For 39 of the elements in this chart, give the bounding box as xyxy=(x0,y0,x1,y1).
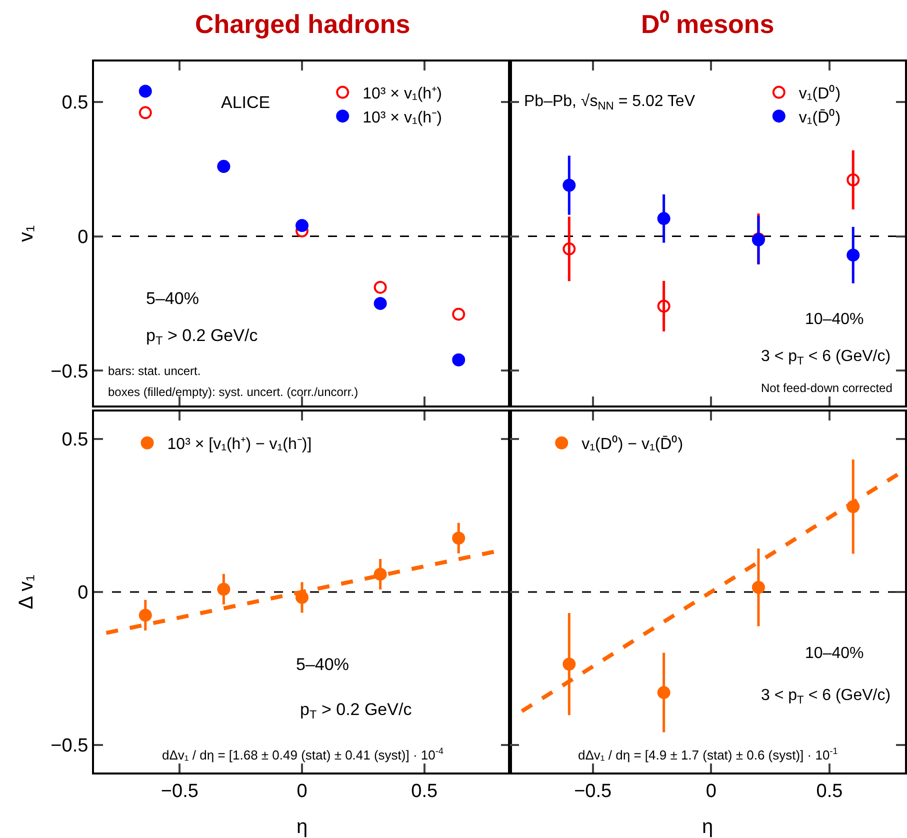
legend-label: 10³ × v₁(h⁺) xyxy=(362,86,442,103)
x-axis-title: η xyxy=(296,816,308,838)
annotation: 3 < p$_{T}$ < 6 (GeV/c) xyxy=(761,687,891,706)
annotation: boxes (filled/empty): syst. uncert. (corr./uncorr.) xyxy=(108,385,358,399)
annotation: bars: stat. uncert. xyxy=(108,364,201,378)
x-axis-title: η xyxy=(702,816,714,838)
legend-label: v₁(D⁰) − v₁(D̄⁰) xyxy=(582,435,684,454)
y-tick-label: 0 xyxy=(78,226,88,248)
y-tick-label: −0.5 xyxy=(50,361,88,382)
chart-title: D⁰ mesons xyxy=(641,9,774,39)
y-axis-title: v₁ xyxy=(16,224,38,242)
annotation: dΔv₁ / dη = [4.9 ± 1.7 (stat) ± 0.6 (syst)] · 10$^{-1}$ xyxy=(578,746,838,762)
annotation: Not feed-down corrected xyxy=(761,381,892,395)
x-tick-label: −0.5 xyxy=(160,781,198,802)
chart-title: Charged hadrons xyxy=(195,9,410,39)
annotation: 5–40% xyxy=(296,655,349,674)
y-tick-label: −0.5 xyxy=(50,735,88,756)
annotation: 10–40% xyxy=(805,311,864,328)
annotation: dΔv₁ / dη = [1.68 ± 0.49 (stat) ± 0.41 (syst)] · 10$^{-4}$ xyxy=(162,746,444,762)
annotation: 3 < p$_{T}$ < 6 (GeV/c) xyxy=(761,348,891,368)
legend-label: v₁(D̄⁰) xyxy=(798,108,841,126)
x-tick-label: 0.5 xyxy=(411,781,438,802)
y-tick-label: 0.5 xyxy=(62,430,88,451)
annotation: p$_{T}$ > 0.2 GeV/c xyxy=(146,326,258,348)
x-tick-label: 0.5 xyxy=(816,781,843,802)
annotation: Pb–Pb, √s$_{NN}$ = 5.02 TeV xyxy=(524,93,696,112)
y-tick-label: 0.5 xyxy=(62,92,88,114)
annotation: 5–40% xyxy=(146,289,199,308)
x-tick-label: −0.5 xyxy=(574,781,612,802)
annotation: 10–40% xyxy=(805,645,864,662)
x-tick-label: 0 xyxy=(296,781,308,802)
legend-label: 10³ × [v₁(h⁺) − v₁(h⁻)] xyxy=(167,436,312,454)
annotation: p$_{T}$ > 0.2 GeV/c xyxy=(300,700,412,722)
legend-label: v₁(D⁰) xyxy=(798,84,841,103)
x-tick-label: 0 xyxy=(706,781,716,802)
y-tick-label: 0 xyxy=(78,582,88,604)
legend-label: 10³ × v₁(h⁻) xyxy=(362,109,442,126)
y-axis-title: Δ v₁ xyxy=(16,574,38,610)
annotation: ALICE xyxy=(221,93,270,112)
